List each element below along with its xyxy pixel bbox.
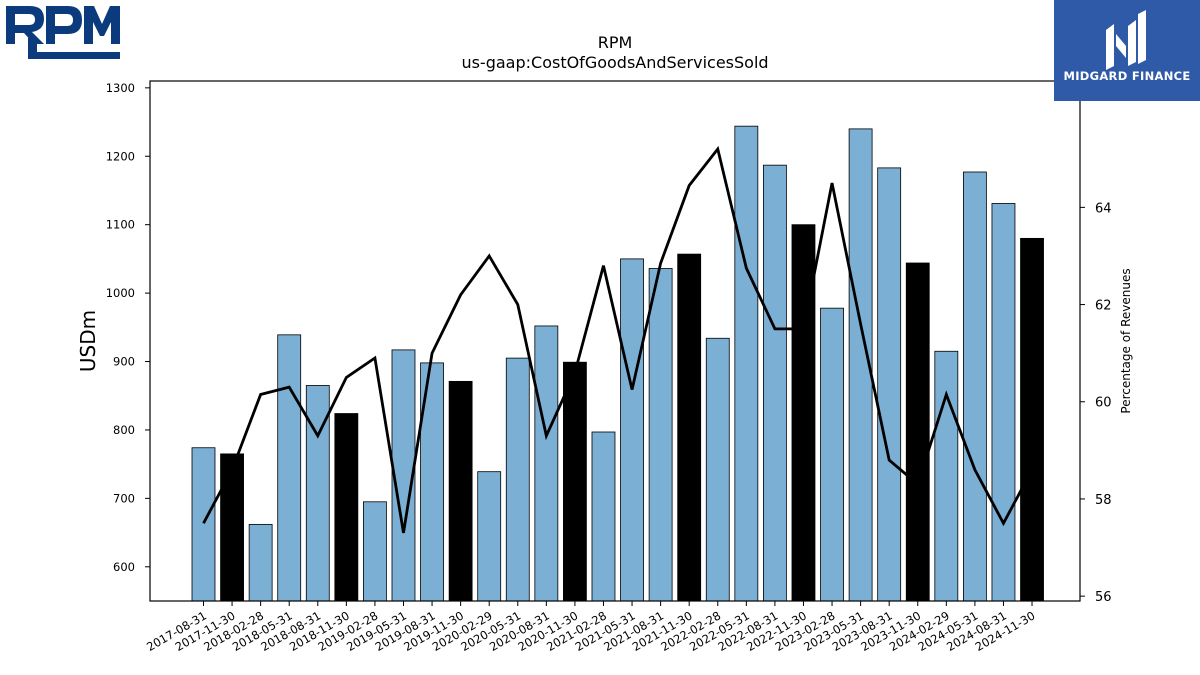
- bar-2018-11-30: [334, 413, 359, 602]
- bar-2022-05-31: [734, 125, 759, 602]
- bar-2024-05-31: [962, 171, 987, 602]
- percentage-line-series: [202, 145, 1034, 534]
- x-axis-ticks: 2017-08-312017-11-302018-02-282018-05-31…: [144, 601, 1038, 654]
- bar-2020-11-30: [563, 361, 587, 602]
- y-tick-label: 700: [113, 491, 135, 505]
- rpm-logo: [4, 4, 122, 62]
- bar-2024-11-30: [1020, 237, 1044, 602]
- plot-frame: [149, 80, 1081, 602]
- bar-2023-02-28: [820, 307, 844, 602]
- y-tick-label: 1000: [106, 286, 135, 300]
- y-tick-label: 600: [113, 560, 135, 574]
- bar-2021-02-28: [591, 431, 616, 602]
- bar-series: [191, 125, 1044, 602]
- midgard-mark-icon: [1106, 10, 1146, 70]
- y-tick-label: 1100: [106, 218, 135, 232]
- bar-2021-11-30: [677, 253, 702, 602]
- midgard-finance-logo: MIDGARD FINANCE: [1054, 0, 1200, 101]
- bar-2024-02-29: [934, 350, 959, 602]
- y-tick-label: 800: [113, 423, 135, 437]
- bar-2019-11-30: [448, 380, 473, 602]
- bar-2017-11-30: [220, 453, 244, 602]
- midgard-wordmark: MIDGARD FINANCE: [1063, 69, 1191, 83]
- percentage-of-revenues-line: [202, 145, 1034, 534]
- y2-tick-label: 58: [1095, 493, 1112, 508]
- bar-2021-08-31: [648, 268, 673, 602]
- y2-axis-label: Percentage of Revenues: [1119, 268, 1133, 413]
- bar-2023-08-31: [877, 167, 902, 602]
- bar-2018-05-31: [277, 334, 302, 602]
- chart-title: RPM: [598, 33, 633, 52]
- y2-tick-label: 56: [1095, 590, 1112, 605]
- bar-2024-08-31: [991, 203, 1016, 602]
- left-axis-ticks: 600 700 800 900 1000 1100 1200 1300: [106, 81, 150, 574]
- bar-2018-02-28: [248, 523, 273, 602]
- bar-2020-02-29: [477, 471, 502, 602]
- bar-2017-08-31: [191, 447, 216, 602]
- axes: [149, 80, 1081, 602]
- y2-tick-label: 62: [1095, 299, 1112, 314]
- y2-tick-label: 60: [1095, 396, 1112, 411]
- bar-2021-05-31: [620, 258, 644, 602]
- y-axis-label: USDm: [76, 310, 100, 372]
- y-tick-label: 1300: [106, 81, 135, 95]
- bar-2023-11-30: [905, 262, 930, 602]
- y-tick-label: 900: [113, 355, 135, 369]
- chart-subtitle: us-gaap:CostOfGoodsAndServicesSold: [461, 53, 768, 72]
- right-axis-ticks: 56 58 60 62 64: [1080, 201, 1112, 605]
- bar-2020-08-31: [534, 325, 559, 602]
- bar-2020-05-31: [505, 357, 530, 602]
- y-tick-label: 1200: [106, 149, 135, 163]
- bar-2022-02-28: [705, 337, 730, 602]
- bar-2019-02-28: [363, 501, 387, 602]
- bar-2022-08-31: [763, 164, 787, 602]
- y2-tick-label: 64: [1095, 201, 1112, 216]
